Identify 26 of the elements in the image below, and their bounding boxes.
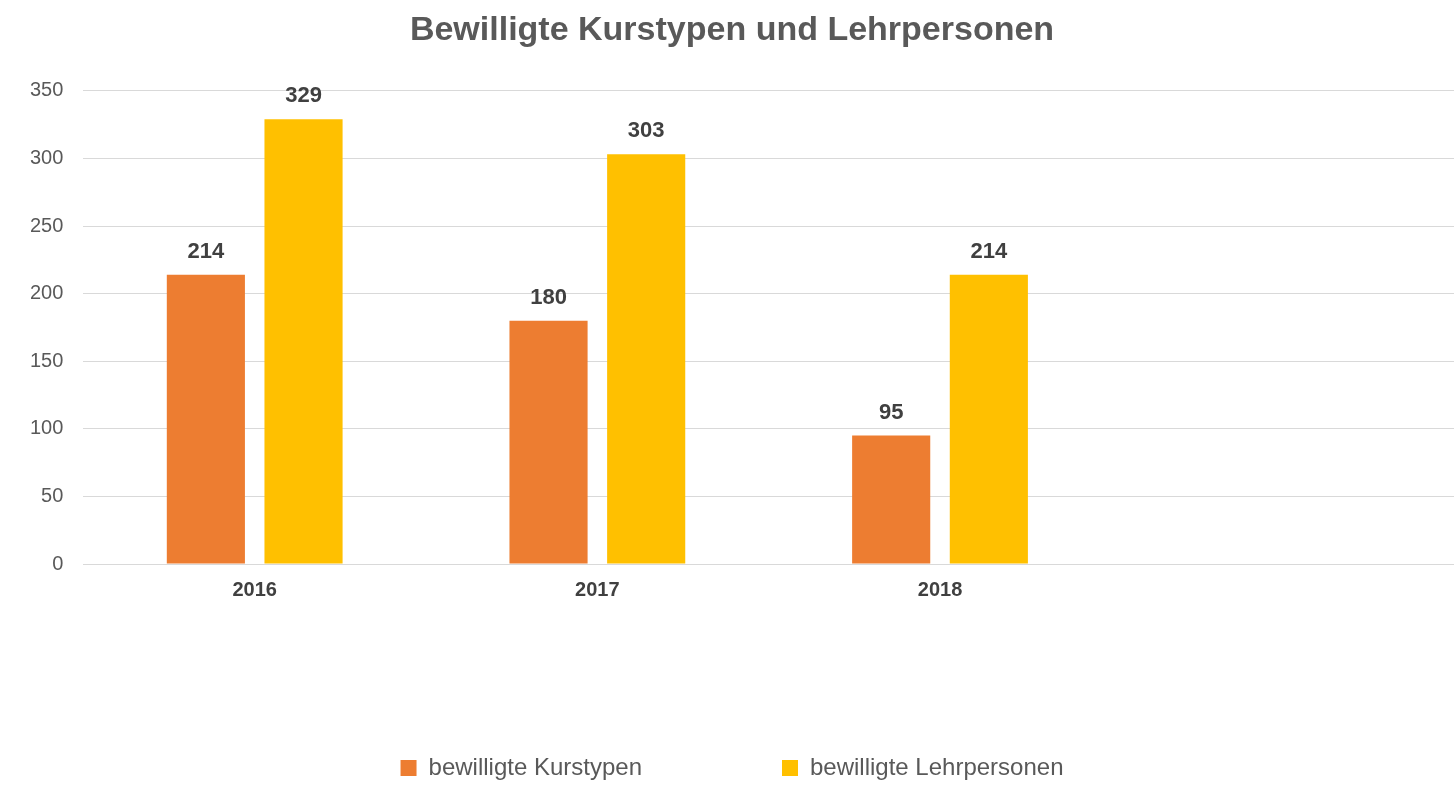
x-tick-label: 2018 — [917, 577, 963, 600]
bar — [949, 274, 1028, 564]
data-label: 214 — [970, 237, 1008, 263]
y-tick-label: 250 — [29, 213, 64, 236]
data-label: 303 — [627, 117, 665, 143]
data-label: 95 — [878, 398, 904, 424]
y-tick-label: 350 — [29, 78, 64, 101]
legend-label: bewilligte Kurstypen — [428, 752, 642, 780]
bar — [852, 435, 931, 564]
x-tick-label: 2016 — [232, 577, 277, 600]
legend-label: bewilligte Lehrpersonen — [809, 752, 1064, 780]
bar — [264, 119, 343, 564]
data-label: 214 — [187, 237, 225, 263]
bar — [166, 274, 245, 564]
bar — [509, 320, 588, 564]
x-tick-label: 2017 — [575, 577, 620, 600]
y-tick-label: 50 — [41, 483, 64, 506]
y-tick-label: 150 — [29, 348, 64, 371]
data-label: 180 — [530, 283, 567, 309]
y-tick-label: 100 — [29, 416, 64, 439]
chart-title: Bewilligte Kurstypen und Lehrpersonen — [409, 8, 1055, 47]
y-tick-label: 200 — [29, 281, 64, 304]
y-tick-label: 0 — [52, 551, 64, 574]
y-tick-label: 300 — [29, 145, 64, 168]
bar — [607, 154, 686, 564]
data-label: 329 — [285, 82, 322, 108]
